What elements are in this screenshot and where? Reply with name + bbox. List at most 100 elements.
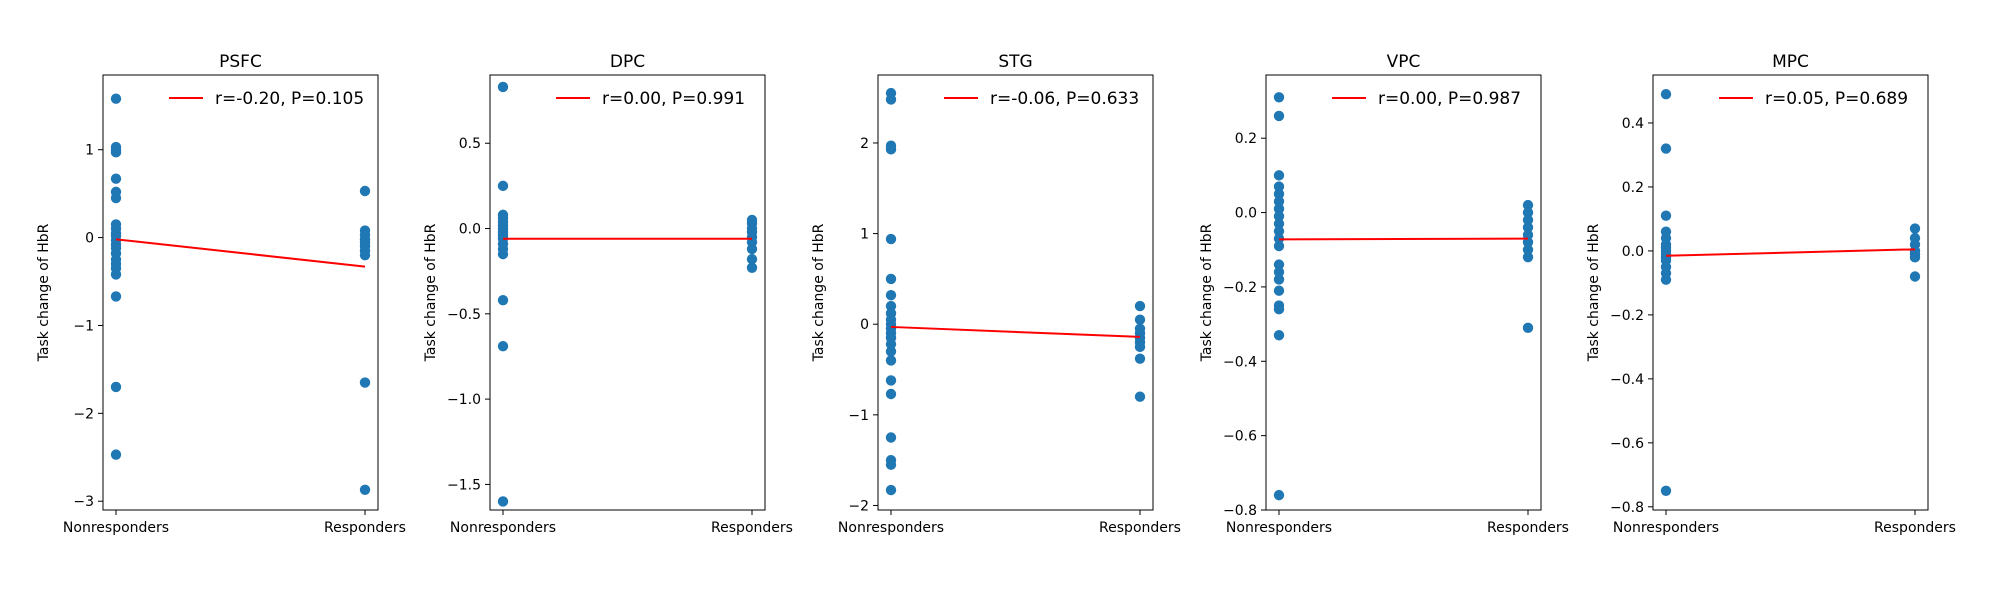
data-point xyxy=(1273,225,1285,237)
y-axis-label: Task change of HbR xyxy=(1199,223,1215,362)
data-point xyxy=(1273,489,1285,501)
data-point xyxy=(1660,485,1672,497)
chart-panel-stg: 2 1 0 −1 −2 Nonresponders Responders Task chang… xyxy=(811,52,1181,536)
fit-line xyxy=(890,325,1141,338)
data-point xyxy=(885,290,897,301)
data-point xyxy=(110,147,122,158)
y-tick-label: 1 xyxy=(85,143,94,159)
data-point xyxy=(497,496,509,507)
data-point xyxy=(885,94,897,105)
x-tick-label: Nonresponders xyxy=(450,520,556,536)
data-point xyxy=(1522,222,1534,233)
y-tick-label: 0 xyxy=(860,317,869,333)
legend-label: r=0.05, P=0.689 xyxy=(1765,89,1908,109)
data-point xyxy=(1273,170,1285,181)
data-point xyxy=(1134,353,1146,364)
data-point xyxy=(110,173,122,184)
data-point xyxy=(359,484,371,495)
chart-panel-dpc: 0.5 0.0 −0.5 −1.0 −1.5 Nonresponders Responder… xyxy=(423,52,793,536)
data-point xyxy=(1522,237,1534,248)
data-point xyxy=(1273,211,1285,222)
data-point xyxy=(1273,218,1285,229)
data-point xyxy=(1522,207,1534,218)
data-point xyxy=(885,375,897,386)
x-tick-label: Responders xyxy=(711,520,793,536)
data-point xyxy=(1273,203,1285,215)
data-point xyxy=(497,180,509,192)
x-tick-label: Nonresponders xyxy=(63,520,169,536)
data-point xyxy=(110,449,122,460)
data-point xyxy=(1134,391,1146,402)
data-point xyxy=(885,388,897,400)
x-tick-label: Nonresponders xyxy=(838,520,944,536)
chart-panel-psfc: 1 0 −1 −2 −3 Nonresponders Responders Task chan… xyxy=(36,52,406,536)
data-point xyxy=(746,254,758,265)
plot-frame xyxy=(1652,74,1929,511)
data-point xyxy=(885,432,897,443)
data-point xyxy=(1273,92,1285,103)
x-tick-label: Responders xyxy=(324,520,406,536)
legend-label: r=0.00, P=0.991 xyxy=(602,89,745,109)
data-point xyxy=(1522,244,1534,255)
chart-title: STG xyxy=(998,52,1032,72)
data-point xyxy=(1273,304,1285,315)
y-tick-label: −0.8 xyxy=(1223,503,1257,519)
y-tick-label: 0 xyxy=(85,231,94,247)
y-tick-label: 2 xyxy=(860,136,869,152)
data-point xyxy=(1273,266,1285,278)
data-point xyxy=(1273,274,1285,285)
y-tick-label: −0.8 xyxy=(1610,500,1644,516)
data-point xyxy=(110,291,122,302)
data-point xyxy=(1522,322,1534,334)
y-tick-label: −2 xyxy=(73,406,94,422)
y-axis-label: Task change of HbR xyxy=(423,223,439,362)
chart-title: VPC xyxy=(1387,52,1421,72)
plot-frame xyxy=(489,74,766,511)
chart-panel-mpc: 0.4 0.2 0.0 −0.2 −0.4 −0.6 −0.8 Nonresponders Re… xyxy=(1586,52,1956,536)
data-point xyxy=(885,355,897,366)
data-point xyxy=(885,484,897,496)
data-point xyxy=(1522,251,1534,263)
data-point xyxy=(746,243,758,255)
plot-frame xyxy=(1265,74,1542,511)
data-point xyxy=(885,144,897,155)
x-tick-label: Responders xyxy=(1487,520,1569,536)
data-point xyxy=(1909,271,1921,282)
data-point xyxy=(1660,143,1672,154)
x-tick-label: Responders xyxy=(1874,520,1956,536)
legend-label: r=-0.20, P=0.105 xyxy=(215,89,364,109)
y-tick-label: −1 xyxy=(848,408,869,424)
fit-line xyxy=(1278,237,1529,241)
y-tick-label: −0.2 xyxy=(1223,280,1257,296)
plot-frame xyxy=(877,74,1154,511)
chart-title: MPC xyxy=(1772,52,1809,72)
y-tick-label: −0.5 xyxy=(447,307,481,323)
data-point xyxy=(1134,314,1146,325)
data-point xyxy=(746,262,758,273)
y-tick-label: −2 xyxy=(848,498,869,514)
y-tick-label: −1 xyxy=(73,318,94,334)
data-point xyxy=(1134,341,1146,353)
data-point xyxy=(1660,210,1672,221)
y-axis-label: Task change of HbR xyxy=(36,223,52,362)
data-point xyxy=(497,81,509,93)
y-tick-label: 0.0 xyxy=(1235,206,1257,222)
x-tick-label: Nonresponders xyxy=(1226,520,1332,536)
fit-line xyxy=(1665,248,1916,257)
legend-label: r=-0.06, P=0.633 xyxy=(990,89,1139,109)
data-point xyxy=(1273,285,1285,296)
y-axis-label: Task change of HbR xyxy=(811,223,827,362)
y-tick-label: −1.5 xyxy=(447,477,481,493)
y-tick-label: −3 xyxy=(73,494,94,510)
data-point xyxy=(1909,223,1921,234)
data-point xyxy=(885,300,897,312)
y-tick-label: 0.2 xyxy=(1622,180,1644,196)
data-point xyxy=(1273,110,1285,122)
y-tick-label: 0.5 xyxy=(459,136,481,152)
chart-title: PSFC xyxy=(219,52,262,72)
data-point xyxy=(1273,196,1285,207)
data-point xyxy=(497,248,509,260)
data-point xyxy=(359,185,371,197)
data-point xyxy=(1522,199,1534,211)
